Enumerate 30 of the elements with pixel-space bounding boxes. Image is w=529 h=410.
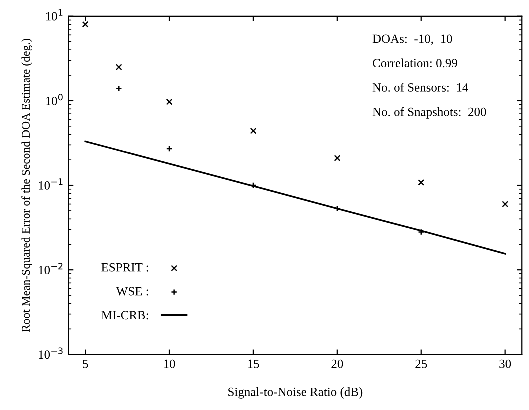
y-tick-label: 10$^{−1}$: [39, 178, 63, 190]
y-tick-label: 10$^{−2}$: [39, 263, 63, 275]
x-tick-label: 5: [83, 360, 88, 368]
y-tick-label: 10$^{0}$: [46, 94, 63, 106]
legend-label: WSE :: [116, 287, 148, 296]
x-tick-label: 20: [332, 360, 344, 368]
x-tick-label: 25: [416, 360, 428, 368]
point: [166, 98, 173, 106]
legend-label: MI-CRB:: [102, 311, 148, 320]
x-tick-label: 15: [248, 360, 260, 368]
point: [250, 128, 257, 134]
y-tick-label: 10$^{−3}$: [39, 348, 63, 360]
line-series: [84, 140, 506, 255]
annotation: Correlation: 0.99: [373, 58, 458, 68]
point: [418, 179, 425, 186]
annotation: No. of Sensors: 14: [372, 82, 468, 92]
point: [82, 21, 89, 28]
x-axis-title: Signal-to-Noise Ratio (dB): [228, 388, 363, 399]
x-tick-label: 10: [164, 360, 176, 368]
y-tick-label: 10$^{1}$: [46, 10, 63, 21]
point: [502, 201, 509, 208]
annotation: No. of Snapshots: 200: [372, 107, 486, 119]
point: [166, 146, 173, 152]
legend-label: ESPRIT :: [102, 263, 148, 272]
point: [334, 155, 341, 162]
annotation: DOAs: -10, 10: [372, 34, 452, 46]
x-tick-label: 30: [500, 360, 512, 368]
point: [116, 64, 122, 71]
y-axis-title: Root Mean-Squared Error of the Second DOA Estimate (deg.): [22, 39, 32, 332]
point: [116, 86, 122, 92]
